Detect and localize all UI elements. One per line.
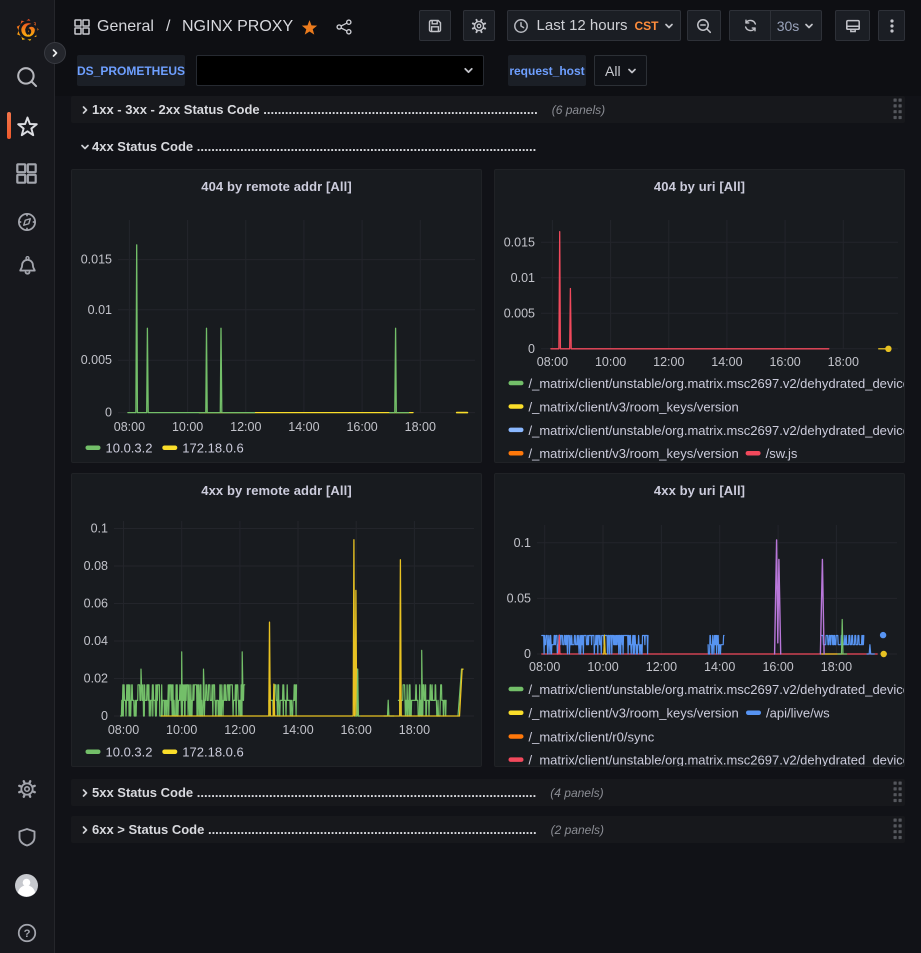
svg-text:0.01: 0.01 <box>511 271 535 285</box>
svg-text:0.08: 0.08 <box>84 559 108 573</box>
svg-text:0.1: 0.1 <box>91 522 108 536</box>
svg-text:16:00: 16:00 <box>346 420 377 434</box>
svg-text:0.01: 0.01 <box>88 303 112 317</box>
svg-text:?: ? <box>24 928 31 940</box>
svg-text:18:00: 18:00 <box>399 723 430 737</box>
svg-text:0.015: 0.015 <box>504 235 535 249</box>
svg-text:0.005: 0.005 <box>504 306 535 320</box>
svg-text:10.0.3.2: 10.0.3.2 <box>106 441 153 456</box>
svg-text:0: 0 <box>101 709 108 723</box>
svg-text:0: 0 <box>528 342 535 356</box>
svg-text:172.18.0.6: 172.18.0.6 <box>182 441 243 456</box>
svg-text:0.06: 0.06 <box>84 597 108 611</box>
svg-text:/_matrix/client/unstable/org.m: /_matrix/client/unstable/org.matrix.msc2… <box>529 376 905 391</box>
svg-text:18:00: 18:00 <box>828 355 859 369</box>
svg-text:12:00: 12:00 <box>653 355 684 369</box>
svg-text:/_matrix/client/unstable/org.m: /_matrix/client/unstable/org.matrix.msc2… <box>529 423 905 438</box>
svg-text:16:00: 16:00 <box>341 723 372 737</box>
svg-text:/_matrix/client/unstable/org.m: /_matrix/client/unstable/org.matrix.msc2… <box>529 682 905 697</box>
svg-text:/_matrix/client/unstable/org.m: /_matrix/client/unstable/org.matrix.msc2… <box>529 753 905 766</box>
svg-text:14:00: 14:00 <box>282 723 313 737</box>
svg-text:08:00: 08:00 <box>108 723 139 737</box>
svg-text:14:00: 14:00 <box>288 420 319 434</box>
svg-text:16:00: 16:00 <box>769 355 800 369</box>
svg-text:/sw.js: /sw.js <box>766 446 798 461</box>
svg-text:/_matrix/client/r0/sync: /_matrix/client/r0/sync <box>529 729 655 744</box>
svg-text:18:00: 18:00 <box>821 660 852 674</box>
svg-text:0.04: 0.04 <box>84 634 108 648</box>
svg-text:10:00: 10:00 <box>172 420 203 434</box>
svg-text:18:00: 18:00 <box>405 420 436 434</box>
svg-text:14:00: 14:00 <box>711 355 742 369</box>
svg-text:0.02: 0.02 <box>84 672 108 686</box>
svg-text:10.0.3.2: 10.0.3.2 <box>106 745 153 760</box>
svg-text:0.1: 0.1 <box>514 536 531 550</box>
svg-text:16:00: 16:00 <box>762 660 793 674</box>
svg-text:10:00: 10:00 <box>166 723 197 737</box>
svg-text:08:00: 08:00 <box>529 660 560 674</box>
svg-text:10:00: 10:00 <box>587 660 618 674</box>
svg-text:12:00: 12:00 <box>230 420 261 434</box>
svg-text:08:00: 08:00 <box>537 355 568 369</box>
svg-text:14:00: 14:00 <box>704 660 735 674</box>
svg-text:12:00: 12:00 <box>646 660 677 674</box>
svg-text:0.015: 0.015 <box>81 253 112 267</box>
svg-text:0: 0 <box>524 647 531 661</box>
svg-text:172.18.0.6: 172.18.0.6 <box>182 745 243 760</box>
svg-text:10:00: 10:00 <box>595 355 626 369</box>
svg-text:08:00: 08:00 <box>114 420 145 434</box>
svg-text:/_matrix/client/v3/room_keys/v: /_matrix/client/v3/room_keys/version <box>529 446 739 461</box>
svg-text:0: 0 <box>105 406 112 420</box>
svg-text:12:00: 12:00 <box>224 723 255 737</box>
svg-text:/api/live/ws: /api/live/ws <box>766 706 830 721</box>
svg-text:/_matrix/client/v3/room_keys/v: /_matrix/client/v3/room_keys/version <box>529 706 739 721</box>
svg-text:0.05: 0.05 <box>507 591 531 605</box>
svg-text:/_matrix/client/v3/room_keys/v: /_matrix/client/v3/room_keys/version <box>529 399 739 414</box>
svg-text:0.005: 0.005 <box>81 353 112 367</box>
